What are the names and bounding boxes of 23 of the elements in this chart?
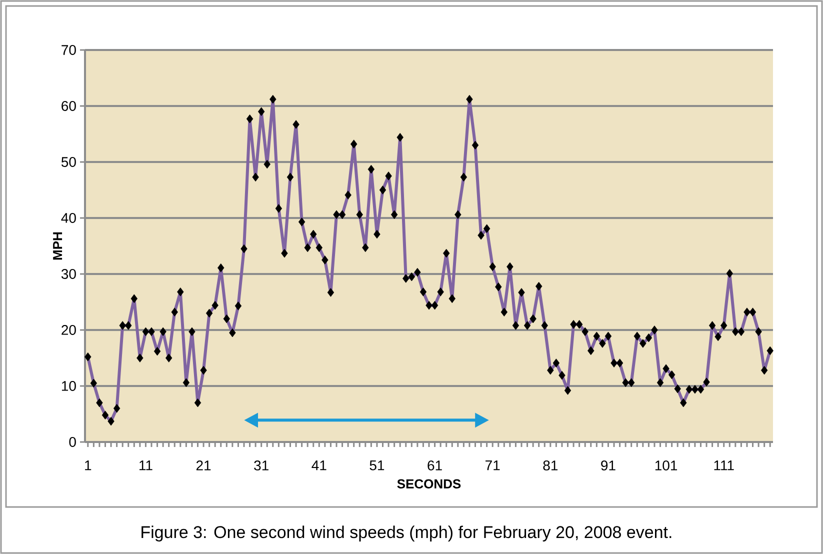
x-tick-label: 71 [486,460,500,470]
x-tick-label: 81 [543,460,558,470]
x-tick-label: 11 [140,460,152,470]
y-tick-label: 0 [69,437,76,447]
x-tick-label: 21 [196,460,211,470]
x-tick-label: 1 [85,460,92,470]
caption: Figure 3: One second wind speeds (mph) for February 20, 2008 event. [142,526,672,542]
x-tick-label: 111 [714,460,734,470]
y-tick-label: 70 [62,45,76,55]
y-axis-title: MPH [53,232,62,260]
x-tick-label: 51 [370,460,384,470]
x-tick-label: 101 [655,460,678,470]
y-tick-label: 60 [62,101,76,111]
y-tick-label: 40 [61,213,76,223]
y-tick-label: 10 [62,381,76,391]
y-tick-label: 50 [61,157,76,167]
x-axis-title: SECONDS [397,479,461,488]
y-tick-label: 30 [61,269,76,279]
x-tick-label: 61 [428,460,442,470]
x-tick-label: 31 [254,460,268,470]
x-tick-label: 41 [312,460,326,470]
x-tick-label: 91 [601,460,616,470]
y-tick-label: 20 [62,325,76,335]
